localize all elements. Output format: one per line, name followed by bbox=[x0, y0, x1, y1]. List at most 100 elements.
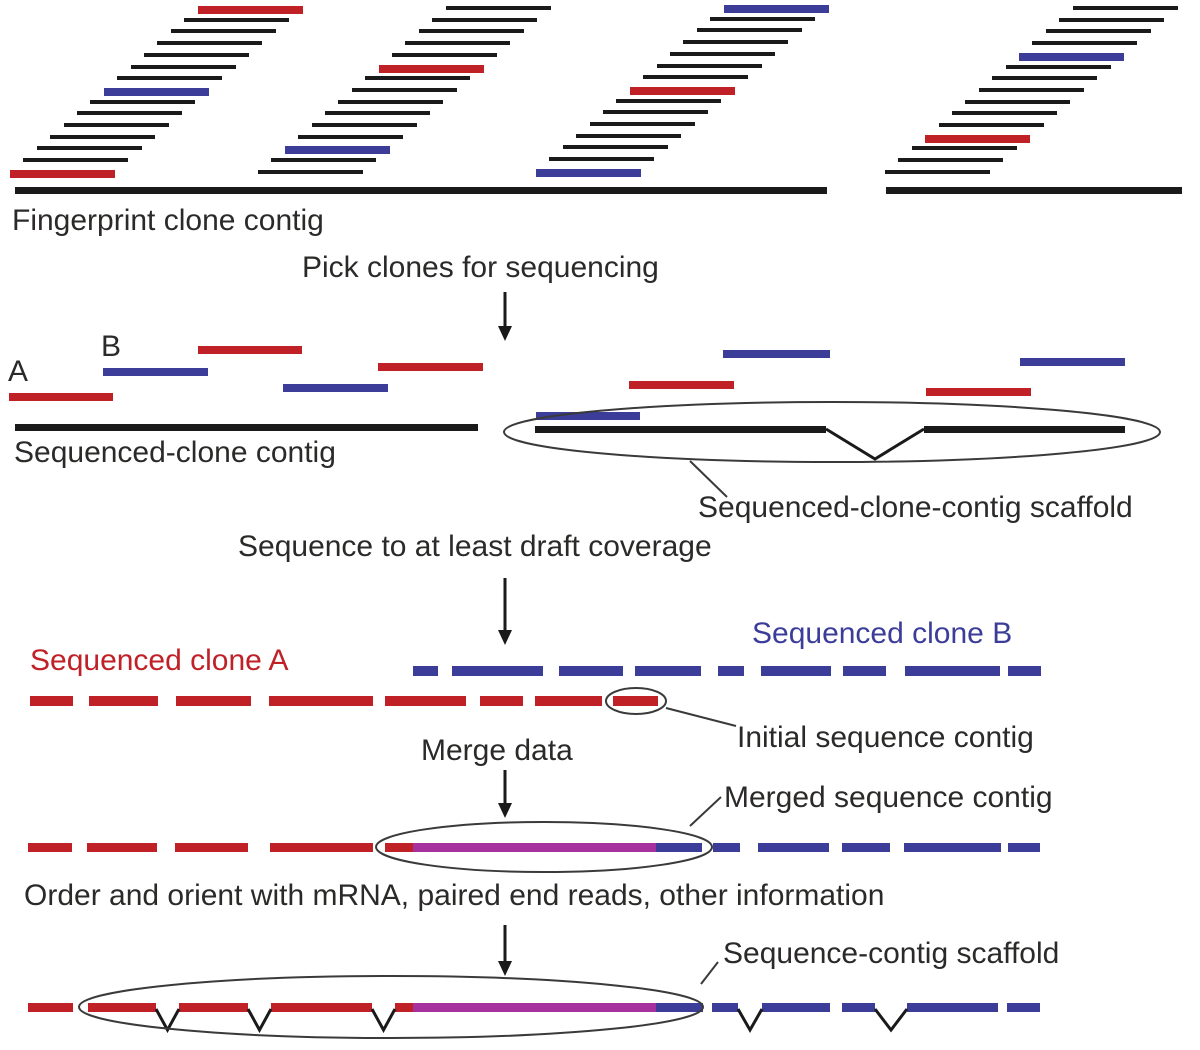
fingerprint-clone-contig-label: Fingerprint clone contig bbox=[12, 204, 324, 237]
scaffold-row-red-dash bbox=[179, 1003, 248, 1012]
picked-clone-bar bbox=[629, 381, 734, 389]
fingerprint-read-bar bbox=[392, 53, 497, 57]
sequenced-clone-b-label: Sequenced clone B bbox=[752, 617, 1013, 650]
initial-sequence-contig-label: Initial sequence contig bbox=[737, 721, 1034, 754]
clone-a-sequence-dash bbox=[89, 696, 158, 706]
fingerprint-read-bar bbox=[563, 145, 668, 149]
fingerprint-read-bar bbox=[131, 65, 236, 69]
fingerprint-read-bar bbox=[352, 88, 457, 92]
fingerprint-read-bar bbox=[1046, 29, 1151, 33]
fingerprint-read-bar bbox=[365, 76, 470, 80]
merged-row-red-dash bbox=[28, 843, 72, 852]
fingerprint-read-bar bbox=[979, 88, 1084, 92]
merge-data-label: Merge data bbox=[421, 734, 573, 767]
scaffold-row-red-dash bbox=[271, 1003, 372, 1012]
clone-b-sequence-dash bbox=[635, 666, 701, 676]
scaffold-contig-bar bbox=[535, 426, 826, 433]
fingerprint-read-bar bbox=[898, 158, 1003, 162]
clone-b-letter: B bbox=[101, 330, 122, 363]
fingerprint-read-bar bbox=[446, 6, 551, 10]
fingerprint-read-bar bbox=[992, 76, 1097, 80]
clone-b-sequence-dash bbox=[843, 666, 886, 676]
fingerprint-contig-baseline bbox=[886, 187, 1182, 194]
sequenced-clone-contig-scaffold-label: Sequenced-clone-contig scaffold bbox=[698, 491, 1133, 524]
merged-sequence-contig-label: Merged sequence contig bbox=[724, 781, 1053, 814]
fingerprint-read-bar bbox=[1073, 6, 1178, 10]
sequenced-clone-contig-label: Sequenced-clone contig bbox=[14, 436, 336, 469]
fingerprint-read-bar bbox=[643, 75, 748, 79]
merged-row-blue-dash bbox=[1008, 843, 1040, 852]
fingerprint-read-bar bbox=[37, 146, 142, 150]
fingerprint-read-bar bbox=[77, 111, 182, 115]
fingerprint-read-bar bbox=[64, 123, 169, 127]
fingerprint-read-bar bbox=[912, 146, 1017, 150]
fingerprint-read-bar bbox=[298, 135, 403, 139]
fingerprint-read-bar bbox=[285, 146, 390, 154]
fingerprint-contig-baseline bbox=[15, 187, 827, 194]
clone-b-sequence-dash bbox=[452, 666, 543, 676]
clone-a-sequence-dash bbox=[176, 696, 251, 706]
clone-a-sequence-dash bbox=[613, 696, 658, 706]
fingerprint-read-bar bbox=[616, 99, 721, 103]
merged-row-blue-dash bbox=[713, 843, 740, 852]
fingerprint-read-bar bbox=[724, 5, 829, 13]
fingerprint-read-bar bbox=[925, 135, 1030, 143]
fingerprint-read-bar bbox=[325, 111, 430, 115]
scaffold-row-purple-bar bbox=[413, 1003, 656, 1012]
scaffold-row-blue-dash bbox=[762, 1003, 830, 1012]
fingerprint-read-bar bbox=[576, 134, 681, 138]
sequenced-clone-contig-baseline bbox=[15, 424, 478, 431]
fingerprint-read-bar bbox=[104, 88, 209, 96]
fingerprint-read-bar bbox=[1032, 41, 1137, 45]
fingerprint-read-bar bbox=[683, 40, 788, 44]
clone-a-sequence-dash bbox=[385, 696, 466, 706]
fingerprint-read-bar bbox=[590, 122, 695, 126]
clone-b-sequence-dash bbox=[413, 666, 438, 676]
fingerprint-read-bar bbox=[536, 169, 641, 177]
fingerprint-read-bar bbox=[338, 100, 443, 104]
scaffold-row-blue-solid bbox=[656, 1003, 703, 1012]
fingerprint-read-bar bbox=[90, 100, 195, 104]
fingerprint-read-bar bbox=[1006, 65, 1111, 69]
merged-row-red-dash bbox=[270, 843, 373, 852]
fingerprint-read-bar bbox=[258, 170, 363, 174]
fingerprint-read-bar bbox=[171, 29, 276, 33]
fingerprint-read-bar bbox=[23, 158, 128, 162]
clone-a-letter: A bbox=[8, 355, 29, 388]
scaffold-row-blue-dash bbox=[1007, 1003, 1040, 1012]
fingerprint-read-bar bbox=[379, 65, 484, 73]
draft-coverage-label: Sequence to at least draft coverage bbox=[238, 530, 712, 563]
pick-clones-label: Pick clones for sequencing bbox=[302, 251, 659, 284]
clone-b-sequence-dash bbox=[761, 666, 831, 676]
fingerprint-read-bar bbox=[939, 123, 1044, 127]
fingerprint-read-bar bbox=[157, 41, 262, 45]
fingerprint-read-bar bbox=[697, 28, 802, 32]
picked-clone-bar bbox=[1020, 358, 1125, 366]
scaffold-row-red-dash bbox=[28, 1003, 73, 1012]
fingerprint-read-bar bbox=[1019, 53, 1124, 61]
picked-clone-bar bbox=[198, 346, 302, 354]
scaffold-row-red-dash bbox=[88, 1003, 156, 1012]
merged-row-blue-dash bbox=[842, 843, 890, 852]
fingerprint-read-bar bbox=[710, 17, 815, 21]
fingerprint-read-bar bbox=[117, 76, 222, 80]
clone-a-sequence-dash bbox=[30, 696, 73, 706]
picked-clone-bar bbox=[378, 363, 483, 371]
clone-a-sequence-dash bbox=[535, 696, 602, 706]
fingerprint-read-bar bbox=[405, 41, 510, 45]
merged-row-red-dash bbox=[385, 843, 413, 852]
merged-row-red-dash bbox=[175, 843, 248, 852]
merged-row-red-dash bbox=[87, 843, 157, 852]
clone-a-sequence-dash bbox=[269, 696, 373, 706]
fingerprint-read-bar bbox=[419, 29, 524, 33]
fingerprint-read-bar bbox=[657, 64, 762, 68]
sequence-contig-scaffold-label: Sequence-contig scaffold bbox=[723, 937, 1060, 970]
fingerprint-read-bar bbox=[271, 158, 376, 162]
picked-clone-bar bbox=[926, 388, 1031, 396]
order-orient-label: Order and orient with mRNA, paired end r… bbox=[24, 879, 885, 912]
fingerprint-read-bar bbox=[630, 87, 735, 95]
fingerprint-read-bar bbox=[198, 6, 303, 14]
scaffold-row-blue-dash bbox=[712, 1003, 738, 1012]
clone-b-sequence-dash bbox=[559, 666, 623, 676]
scaffold-row-blue-dash bbox=[907, 1003, 998, 1012]
